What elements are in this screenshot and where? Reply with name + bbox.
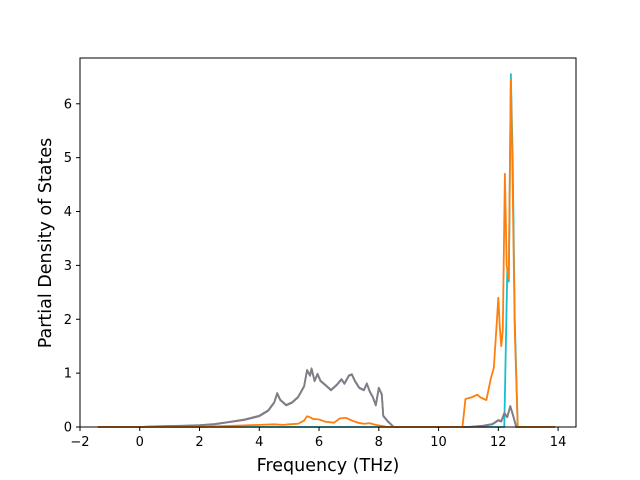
x-tick-label: 12 bbox=[490, 435, 507, 450]
x-tick-label: 2 bbox=[195, 435, 203, 450]
series-line-1 bbox=[97, 73, 556, 428]
x-tick-label: 14 bbox=[550, 435, 567, 450]
x-tick-label: 6 bbox=[315, 435, 323, 450]
series-line-4 bbox=[97, 78, 556, 428]
series-line-3 bbox=[97, 367, 556, 428]
x-tick-label: 0 bbox=[136, 435, 144, 450]
x-tick-label: 8 bbox=[375, 435, 383, 450]
plot-frame bbox=[79, 57, 577, 428]
x-tick-label: −2 bbox=[70, 435, 89, 450]
x-tick-label: 10 bbox=[430, 435, 447, 450]
series-layer bbox=[97, 73, 556, 428]
x-axis-ticks: −2 0 2 4 6 8 10 12 14 bbox=[70, 427, 566, 450]
x-axis-label: Frequency (THz) bbox=[257, 456, 400, 476]
y-tick-label: 5 bbox=[64, 151, 72, 166]
y-tick-label: 4 bbox=[64, 205, 72, 220]
y-axis-ticks: 0 1 2 3 4 5 6 bbox=[64, 97, 80, 436]
y-tick-label: 2 bbox=[64, 313, 72, 328]
y-tick-label: 6 bbox=[64, 97, 72, 112]
y-tick-label: 0 bbox=[64, 421, 72, 436]
y-tick-label: 3 bbox=[64, 259, 72, 274]
y-axis-label: Partial Density of States bbox=[36, 138, 56, 349]
x-tick-label: 4 bbox=[255, 435, 263, 450]
y-tick-label: 1 bbox=[64, 367, 72, 382]
